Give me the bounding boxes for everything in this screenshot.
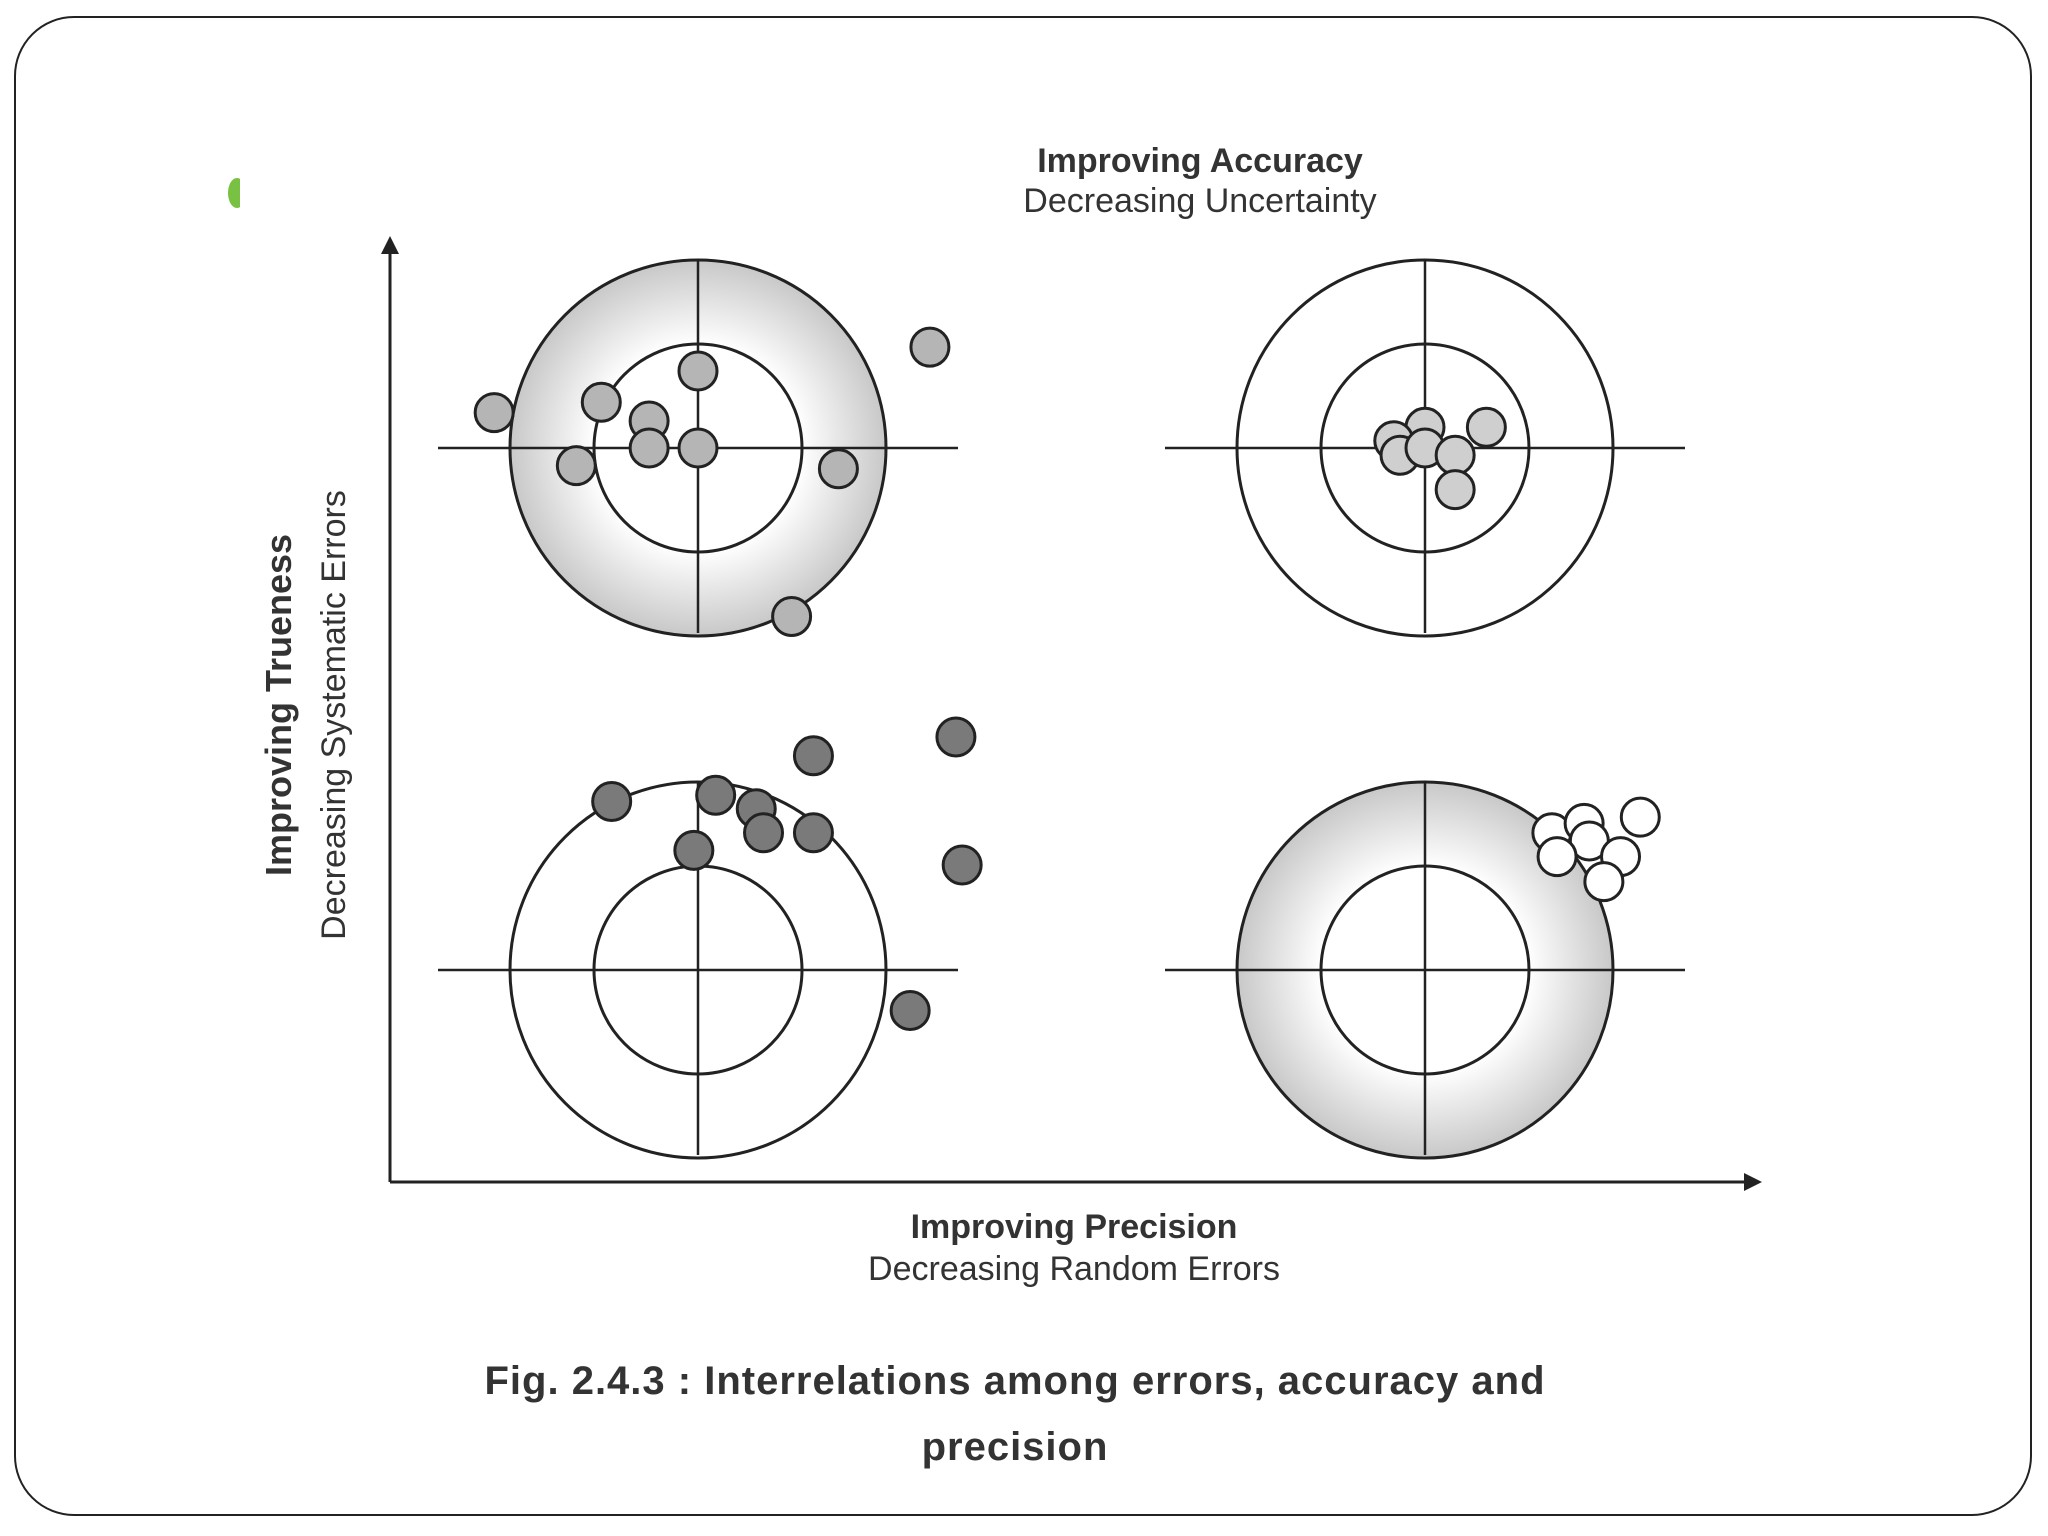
caption-line-2: precision [921, 1425, 1109, 1469]
shot-point [771, 595, 813, 637]
shot-point [677, 427, 719, 469]
y-axis-title: Improving Trueness [258, 534, 299, 876]
shot-point [1536, 836, 1578, 878]
top-label-subtitle: Decreasing Uncertainty [1023, 182, 1376, 220]
targets-group [438, 258, 1685, 1160]
target-bottom-left [438, 716, 983, 1160]
y-axis-subtitle: Decreasing Systematic Errors [315, 490, 353, 940]
shot-point [628, 427, 670, 469]
caption-line-1: Fig. 2.4.3 : Interrelations among errors… [484, 1359, 1546, 1403]
target-top-left [438, 258, 958, 638]
target-bottom-right [1165, 780, 1685, 1160]
shot-point [909, 326, 951, 368]
y-axis-arrow [381, 236, 399, 254]
shot-point [743, 812, 785, 854]
shot-point [673, 829, 715, 871]
x-axis-subtitle: Decreasing Random Errors [868, 1250, 1280, 1288]
bullet-cover [240, 170, 270, 214]
slide-frame [14, 16, 2032, 1516]
shot-point [1619, 796, 1661, 838]
shot-point [591, 781, 633, 823]
shot-point [1434, 469, 1476, 511]
shot-point [473, 392, 515, 434]
shot-point [1465, 406, 1507, 448]
shot-point [889, 990, 931, 1032]
axes [381, 236, 1762, 1191]
shot-point [1434, 434, 1476, 476]
shot-point [792, 812, 834, 854]
shot-point [941, 844, 983, 886]
shot-point [792, 735, 834, 777]
target-top-right [1165, 258, 1685, 638]
shot-point [817, 448, 859, 490]
shot-point [677, 350, 719, 392]
top-label-title: Improving Accuracy [1037, 142, 1363, 180]
shot-point [695, 774, 737, 816]
x-axis-arrow [1744, 1173, 1762, 1191]
x-axis-title: Improving Precision [911, 1208, 1238, 1246]
shot-point [935, 716, 977, 758]
figure-caption: Fig. 2.4.3 : Interrelations among errors… [200, 1348, 1830, 1480]
shot-point [1583, 861, 1625, 903]
shot-point [580, 381, 622, 423]
shot-point [555, 445, 597, 487]
